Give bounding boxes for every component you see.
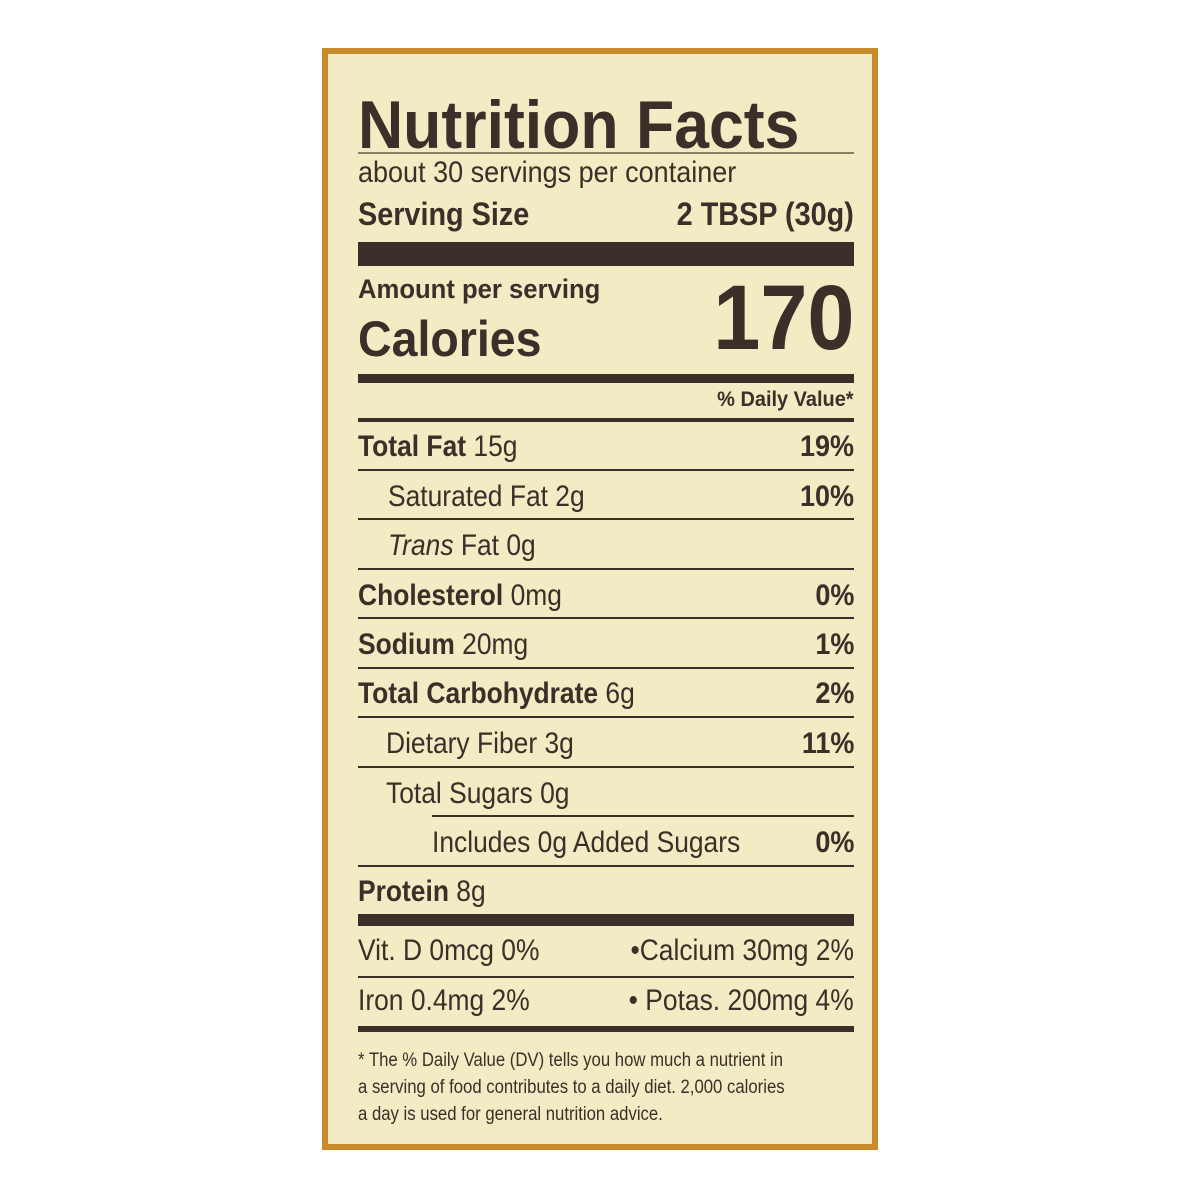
- nutrient-amount: 6g: [605, 677, 635, 710]
- footnote-line: * The % Daily Value (DV) tells you how m…: [358, 1050, 784, 1071]
- nutrient-row-protein: Protein 8g: [358, 875, 854, 915]
- nutrition-facts-panel: Nutrition Facts about 30 servings per co…: [322, 48, 878, 1150]
- divider: [358, 568, 854, 570]
- nutrient-amount: 15g: [473, 430, 518, 463]
- nutrient-dv: 0%: [814, 579, 854, 612]
- nutrient-row-total-carbohydrate: Total Carbohydrate 6g 2%: [358, 677, 854, 717]
- nutrient-name: Trans: [388, 529, 454, 562]
- nutrient-amount: 2g: [555, 480, 585, 513]
- nutrient-name: Cholesterol: [358, 579, 504, 612]
- amount-per-serving: Amount per serving: [358, 274, 601, 304]
- thick-bar: [358, 242, 854, 266]
- nutrient-dv: 2%: [814, 677, 854, 710]
- nutrient-name: Sodium: [358, 628, 455, 661]
- micros-row: Iron 0.4mg 2% • Potas. 200mg 4%: [358, 984, 854, 1024]
- title-wrap: Nutrition Facts: [358, 86, 854, 163]
- nutrient-dv: 1%: [814, 628, 854, 661]
- servings-per-container: about 30 servings per container: [358, 156, 737, 189]
- nutrient-dv: 11%: [801, 727, 854, 760]
- footnote-line: a serving of food contributes to a daily…: [358, 1077, 785, 1098]
- nutrient-name: Total Sugars: [386, 777, 533, 810]
- serving-size-label: Serving Size: [358, 196, 530, 232]
- nutrient-row-trans-fat: Trans Fat 0g: [388, 529, 854, 569]
- divider: [358, 667, 854, 669]
- divider: [358, 518, 854, 520]
- bullet: •: [630, 934, 640, 967]
- calories-label: Calories: [358, 311, 542, 367]
- micro-right: Potas. 200mg 4%: [645, 984, 854, 1017]
- nutrient-name: Dietary Fiber: [386, 727, 538, 760]
- nutrient-name: Total Carbohydrate: [358, 677, 599, 710]
- divider: [358, 418, 854, 422]
- divider: [358, 716, 854, 718]
- nutrient-dv: 10%: [799, 480, 854, 513]
- medium-bar: [358, 374, 854, 383]
- dv-header-row: % Daily Value*: [358, 388, 854, 414]
- divider: [432, 815, 854, 817]
- divider: [358, 469, 854, 471]
- serving-size-row: Serving Size 2 TBSP (30g): [358, 196, 854, 236]
- divider: [358, 152, 854, 154]
- micro-left: Vit. D 0mcg 0%: [358, 934, 540, 967]
- daily-value-header: % Daily Value*: [717, 388, 854, 411]
- nutrient-amount: 8g: [456, 875, 486, 908]
- nutrient-name: Protein: [358, 875, 449, 908]
- nutrient-dv: 0%: [814, 826, 854, 859]
- nutrient-row-cholesterol: Cholesterol 0mg 0%: [358, 579, 854, 619]
- footnote-line: a day is used for general nutrition advi…: [358, 1104, 663, 1125]
- nutrient-name: Saturated Fat: [388, 480, 548, 513]
- calories-block: Amount per serving Calories 170: [358, 267, 854, 374]
- medium-bar: [358, 1026, 854, 1032]
- nutrient-row-sodium: Sodium 20mg 1%: [358, 628, 854, 668]
- nutrient-amount: 3g: [544, 727, 574, 760]
- nutrient-dv: 19%: [799, 430, 854, 463]
- nutrient-amount: 0g: [506, 529, 536, 562]
- nutrient-row-total-fat: Total Fat 15g 19%: [358, 430, 854, 470]
- nutrient-name: Total Fat: [358, 430, 467, 463]
- micro-right: Calcium 30mg 2%: [639, 934, 854, 967]
- nutrient-row-added-sugars: Includes 0g Added Sugars 0%: [432, 826, 854, 866]
- nutrient-amount: 20mg: [462, 628, 529, 661]
- title: Nutrition Facts: [358, 87, 800, 163]
- micro-left: Iron 0.4mg 2%: [358, 984, 530, 1017]
- nutrient-row-saturated-fat: Saturated Fat 2g 10%: [388, 480, 854, 520]
- divider: [358, 766, 854, 768]
- bullet: •: [629, 984, 639, 1017]
- calories-value: 170: [712, 267, 854, 369]
- nutrient-amount: 0mg: [510, 579, 562, 612]
- nutrient-amount: 0g: [540, 777, 570, 810]
- thick-bar: [358, 914, 854, 926]
- footnote: * The % Daily Value (DV) tells you how m…: [358, 1047, 785, 1128]
- nutrient-row-dietary-fiber: Dietary Fiber 3g 11%: [386, 727, 854, 767]
- divider: [358, 865, 854, 867]
- nutrient-name: Includes 0g Added Sugars: [432, 826, 741, 859]
- micros-row: Vit. D 0mcg 0% •Calcium 30mg 2%: [358, 934, 854, 974]
- nutrient-list: Total Fat 15g 19% Saturated Fat 2g 10% T…: [358, 426, 854, 946]
- divider: [358, 976, 854, 978]
- serving-size-value: 2 TBSP (30g): [676, 196, 854, 232]
- nutrient-row-total-sugars: Total Sugars 0g: [386, 777, 854, 817]
- nutrient-name-suffix: Fat: [460, 529, 500, 562]
- divider: [358, 617, 854, 619]
